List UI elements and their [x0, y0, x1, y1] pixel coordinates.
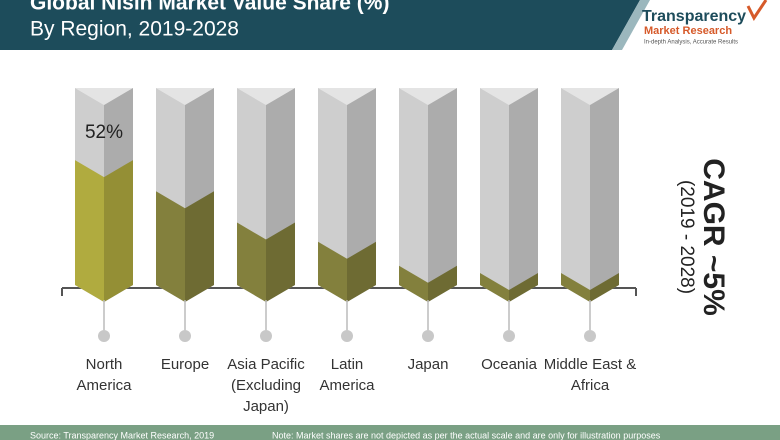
- dot: [179, 330, 191, 342]
- bar-right: [185, 191, 214, 302]
- category-label: Latin America: [319, 356, 375, 394]
- bar-left: [561, 272, 590, 302]
- column-left: [399, 88, 428, 302]
- bar-left: [399, 265, 428, 302]
- logo-tagline: In-depth Analysis, Accurate Results: [644, 40, 738, 46]
- category-label: Oceania: [481, 356, 537, 373]
- category-label: Middle East & Africa: [543, 356, 637, 394]
- cagr-period: (2019 - 2028): [676, 180, 697, 294]
- dot: [98, 330, 110, 342]
- subtitle: By Region, 2019-2028: [30, 18, 239, 41]
- column-right: [509, 88, 538, 302]
- bar-right: [428, 265, 457, 302]
- column-left: [480, 88, 509, 302]
- cagr-label: CAGR ~5%: [697, 158, 730, 316]
- bar-left: [156, 191, 185, 302]
- category-label: Europe: [160, 356, 210, 373]
- column-right: [428, 88, 457, 302]
- bar-left: [318, 241, 347, 302]
- category-label: Asia Pacific (Excluding Japan): [227, 356, 305, 415]
- column-top: [480, 88, 538, 105]
- dot: [260, 330, 272, 342]
- bar-right: [509, 272, 538, 302]
- footer-note: Note: Market shares are not depicted as …: [272, 430, 661, 440]
- bar-right: [266, 222, 295, 302]
- column-top: [156, 88, 214, 105]
- dot: [503, 330, 515, 342]
- column-left: [561, 88, 590, 302]
- footer-band: [0, 425, 780, 440]
- footer-source: Source: Transparency Market Research, 20…: [30, 430, 214, 440]
- column-right: [590, 88, 619, 302]
- column-top: [561, 88, 619, 105]
- header-stripe: [612, 0, 650, 50]
- bar-right: [590, 272, 619, 302]
- category-label: Japan: [407, 356, 449, 373]
- column-top: [237, 88, 295, 105]
- column-top: [75, 88, 133, 105]
- column-top: [399, 88, 457, 105]
- column-top: [318, 88, 376, 105]
- bar-left: [75, 160, 104, 302]
- dot: [422, 330, 434, 342]
- logo-name2: Market Research: [644, 25, 732, 37]
- dot: [341, 330, 353, 342]
- header-band: [0, 0, 640, 50]
- logo-check: [746, 0, 768, 21]
- bar-right: [347, 241, 376, 302]
- title: Global Nisin Market Value Share (%): [30, 0, 389, 15]
- bar-left: [480, 272, 509, 302]
- value-label: 52%: [85, 122, 123, 143]
- dot: [584, 330, 596, 342]
- bar-right: [104, 160, 133, 302]
- bar-left: [237, 222, 266, 302]
- category-label: North America: [76, 356, 132, 394]
- logo-name: Transparency: [642, 8, 746, 25]
